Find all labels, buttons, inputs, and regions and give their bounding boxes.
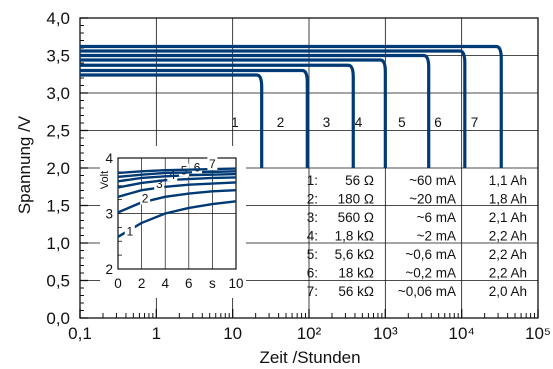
legend-capacity: 2,2 Ah [489,266,527,281]
legend-capacity: 1,8 Ah [489,192,527,207]
legend-current: ~0,06 mA [398,284,456,299]
inset-y-axis-label: Volt [99,171,111,189]
inset-curve-2 [117,188,237,214]
y-tick-label: 3,0 [46,84,70,103]
x-axis-label: Zeit /Stunden [259,348,360,367]
legend-resistance: 56 kΩ [338,284,374,299]
y-axis-label: Spannung /V [15,115,34,214]
inset-curve-6 [117,170,237,179]
discharge-curve-1 [80,73,264,168]
inset-y-tick-label: 3 [105,207,113,222]
curve-label-3: 3 [323,115,331,130]
x-tick-label: 1 [152,324,161,343]
inset-y-tick-label: 4 [105,151,113,166]
legend-resistance: 180 Ω [338,192,374,207]
legend-current: ~20 mA [409,192,456,207]
inset-x-tick-label: 4 [161,276,169,291]
legend-row-number: 2: [307,192,318,207]
legend-capacity: 2,0 Ah [489,284,527,299]
inset-curve-label-bg [192,160,203,174]
legend-resistance: 56 Ω [345,173,374,188]
curve-label-5: 5 [398,115,406,130]
discharge-curve-5 [80,53,431,168]
legend-capacity: 1,1 Ah [489,173,527,188]
legend-row-number: 6: [307,266,318,281]
legend-capacity: 2,2 Ah [489,247,527,262]
legend-resistance: 18 kΩ [338,266,374,281]
inset-x-tick-label: 0 [114,276,122,291]
main-labels: 1 2 3 4 5 6 7 [231,115,478,130]
y-tick-label: 2,0 [46,159,70,178]
inset-curve-3 [117,181,237,199]
inset-curve-1 [117,200,237,238]
inset-curve-label-1: 1 [126,225,133,239]
legend-current: ~6 mA [417,210,456,225]
main-series [80,44,503,168]
legend-current: ~0,6 mA [405,247,456,262]
legend-row-number: 4: [307,229,318,244]
y-tick-label: 4,0 [46,9,70,28]
inset-curve-label-bg [207,156,218,170]
y-tick-label: 0,0 [46,309,70,328]
x-tick-label: 10⁵ [525,324,551,343]
inset-x-tick-label: 6 [185,276,193,291]
legend-current: ~2 mA [417,229,456,244]
inset-curve-label-bg [124,224,135,238]
x-tick-label: 10³ [373,324,398,343]
inset-curve-label-bg [140,191,151,205]
curve-label-2: 2 [277,115,285,130]
discharge-curve-3 [80,63,355,168]
main-ticks: 0,00,51,01,52,02,53,03,54,00,1 1 10 10² 10³ 1… [46,9,551,343]
legend-resistance: 5,6 kΩ [335,247,374,262]
curve-label-1: 1 [231,115,239,130]
inset-curve-label-bg [154,176,165,190]
legend-row-number: 5: [307,247,318,262]
discharge-curve-2 [80,68,309,168]
x-tick-label: 0,1 [68,324,92,343]
y-tick-label: 1,5 [46,197,70,216]
curve-label-4: 4 [355,115,363,130]
legend-capacity: 2,1 Ah [489,210,527,225]
x-tick-label: 10 [223,324,242,343]
x-tick-label: 10² [297,324,322,343]
legend-capacity: 2,2 Ah [489,229,527,244]
curve-label-6: 6 [434,115,442,130]
x-tick-label: 10⁴ [449,324,475,343]
inset-curve-label-6: 6 [194,160,201,174]
legend-resistance: 1,8 kΩ [335,229,374,244]
y-tick-label: 1,0 [46,234,70,253]
inset-curve-label-7: 7 [209,157,216,171]
inset-x-tick-label: 2 [138,276,146,291]
legend-resistance: 560 Ω [338,210,374,225]
legend-table: 1: 56 Ω ~60 mA 1,1 Ah 2: 180 Ω ~20 mA 1,8 Ah 3: 5… [307,173,527,299]
legend-row-number: 1: [307,173,318,188]
inset-curve-label-bg [167,168,178,182]
discharge-curve-6 [80,49,467,168]
inset-curve-label-3: 3 [156,177,163,191]
legend-current: ~60 mA [409,173,456,188]
inset-y-tick-label: 2 [105,262,113,277]
legend-row-number: 3: [307,210,318,225]
y-tick-label: 3,5 [46,47,70,66]
discharge-curve-7 [80,44,503,168]
inset-x-tick-label: s [209,276,216,291]
legend-row-number: 7: [307,284,318,299]
y-tick-label: 0,5 [46,272,70,291]
discharge-curve-4 [80,58,387,168]
legend-current: ~0,2 mA [405,266,456,281]
inset-curve-label-2: 2 [142,191,149,205]
inset-curve-5 [117,172,237,183]
inset-x-tick-label: 10 [228,276,243,291]
curve-label-7: 7 [471,115,479,130]
y-tick-label: 2,5 [46,122,70,141]
